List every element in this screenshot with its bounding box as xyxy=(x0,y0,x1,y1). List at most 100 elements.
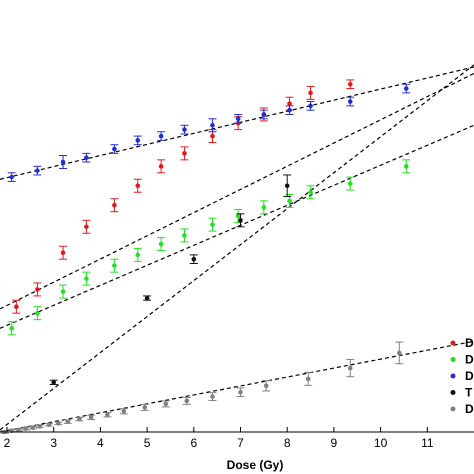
marker xyxy=(238,218,243,223)
marker xyxy=(261,205,267,210)
marker xyxy=(347,81,353,87)
marker xyxy=(35,168,40,173)
data-point-gray xyxy=(14,427,23,433)
marker xyxy=(347,99,353,104)
data-point-blue xyxy=(133,135,142,146)
marker xyxy=(210,222,215,227)
marker xyxy=(210,394,215,399)
marker xyxy=(84,155,89,160)
data-points xyxy=(0,79,411,435)
marker xyxy=(112,146,117,152)
marker xyxy=(135,183,141,189)
marker xyxy=(35,287,40,292)
legend-marker xyxy=(450,340,456,346)
data-point-green xyxy=(33,306,42,321)
legend-marker xyxy=(450,406,456,412)
marker xyxy=(84,276,89,281)
data-point-blue xyxy=(285,105,294,115)
marker xyxy=(287,107,292,113)
marker xyxy=(163,401,169,407)
marker xyxy=(261,112,267,117)
data-point-green xyxy=(157,237,166,252)
x-ticks: 2 3 4 5 6 7 8 9 10 11 xyxy=(4,427,434,450)
marker xyxy=(37,424,42,429)
marker xyxy=(210,122,215,128)
legend-item-green: D xyxy=(450,353,474,367)
legend-item-gray: D xyxy=(450,402,474,416)
x-axis-title: Dose (Gy) xyxy=(227,458,284,472)
x-tick-label: 6 xyxy=(190,436,197,450)
data-point-blue xyxy=(208,118,217,133)
marker xyxy=(77,416,82,422)
data-point-gray xyxy=(35,424,44,429)
marker xyxy=(287,101,292,106)
data-point-gray xyxy=(21,426,30,431)
data-point-blue xyxy=(157,131,166,141)
data-point-red xyxy=(180,146,189,161)
marker xyxy=(135,138,141,143)
marker xyxy=(51,380,57,385)
data-point-green xyxy=(133,247,142,262)
fit-line-red xyxy=(0,72,474,310)
data-point-blue xyxy=(259,109,268,120)
legend-item-blue: D xyxy=(450,369,474,383)
legend-marker xyxy=(450,390,456,395)
marker xyxy=(158,164,164,169)
data-point-blue xyxy=(180,124,189,135)
marker xyxy=(30,425,35,430)
x-tick-label: 7 xyxy=(237,436,244,450)
marker xyxy=(396,350,402,356)
data-point-blue xyxy=(402,83,411,94)
marker xyxy=(305,376,311,382)
fit-line-gray xyxy=(0,340,474,433)
data-point-red xyxy=(346,79,355,90)
marker xyxy=(65,419,71,424)
data-point-blue xyxy=(110,144,119,154)
data-point-blue xyxy=(234,113,243,124)
data-point-red xyxy=(59,245,68,260)
marker xyxy=(284,183,290,189)
marker xyxy=(287,198,292,204)
marker xyxy=(56,421,61,426)
data-point-red xyxy=(157,159,166,174)
marker xyxy=(9,326,14,331)
marker xyxy=(9,174,14,180)
data-point-gray xyxy=(395,341,404,365)
data-point-green xyxy=(110,258,119,273)
x-tick-label: 10 xyxy=(374,436,388,450)
data-point-gray xyxy=(161,400,170,408)
x-tick-label: 4 xyxy=(97,436,104,450)
legend-label: D xyxy=(465,336,474,350)
data-point-gray xyxy=(304,371,313,386)
marker xyxy=(121,408,127,414)
data-point-red xyxy=(82,219,91,234)
legend-item-red: D xyxy=(450,336,474,350)
marker xyxy=(184,398,190,404)
data-point-green xyxy=(7,321,16,336)
x-tick-label: 11 xyxy=(421,436,434,450)
data-point-black xyxy=(49,379,58,385)
data-point-green xyxy=(234,209,243,223)
data-point-gray xyxy=(236,387,245,398)
marker xyxy=(88,415,94,420)
marker xyxy=(182,151,187,156)
data-point-black xyxy=(143,295,152,301)
data-point-green xyxy=(346,176,355,191)
marker xyxy=(263,383,269,389)
data-point-blue xyxy=(7,172,16,182)
marker xyxy=(403,164,409,169)
marker xyxy=(182,233,187,238)
marker xyxy=(158,241,164,247)
data-point-red xyxy=(306,85,315,100)
marker xyxy=(182,127,187,132)
data-point-gray xyxy=(103,412,112,418)
marker xyxy=(60,250,66,256)
x-tick-label: 2 xyxy=(4,436,11,450)
marker xyxy=(191,256,197,262)
x-tick-label: 3 xyxy=(50,436,57,450)
data-point-green xyxy=(208,217,217,232)
legend-marker xyxy=(450,357,456,362)
marker xyxy=(235,116,241,122)
data-point-gray xyxy=(28,425,37,430)
marker xyxy=(135,252,141,258)
